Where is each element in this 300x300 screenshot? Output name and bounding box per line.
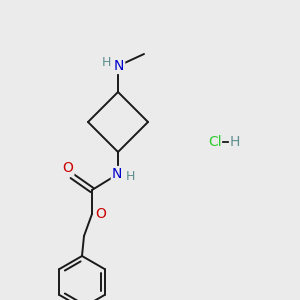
Text: N: N [112,167,122,181]
Text: Cl: Cl [208,135,222,149]
Text: O: O [63,161,74,175]
Text: H: H [125,170,135,184]
Text: O: O [96,207,106,221]
Text: H: H [230,135,240,149]
Text: H: H [101,56,111,68]
Text: N: N [114,59,124,73]
